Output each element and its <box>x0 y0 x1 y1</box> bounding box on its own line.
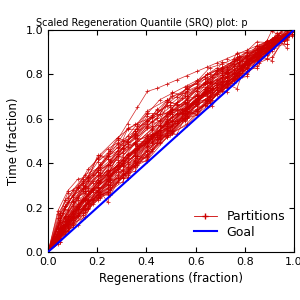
Legend: Partitions, Goal: Partitions, Goal <box>192 208 288 241</box>
Y-axis label: Time (fraction): Time (fraction) <box>7 97 20 185</box>
Text: Scaled Regeneration Quantile (SRQ) plot: p: Scaled Regeneration Quantile (SRQ) plot:… <box>36 18 247 28</box>
X-axis label: Regenerations (fraction): Regenerations (fraction) <box>99 272 243 285</box>
